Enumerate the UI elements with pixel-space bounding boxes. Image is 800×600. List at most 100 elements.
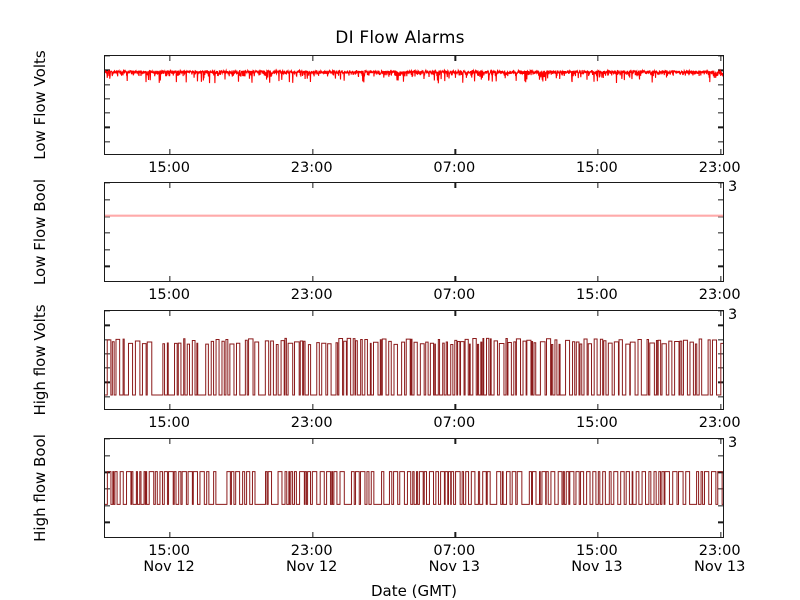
corner-annotation: 3 (728, 307, 738, 323)
y-tick-mark (105, 199, 110, 201)
x-axis-label: Date (GMT) (370, 582, 458, 600)
x-tick-mark (720, 311, 722, 316)
y-tick-mark (105, 396, 110, 398)
x-tick-mark (597, 404, 599, 409)
y-tick-mark (718, 199, 723, 201)
x-tick-time: 15:00 (148, 415, 190, 431)
x-tick-mark (169, 439, 171, 444)
x-tick-time: 23:00 (698, 415, 741, 431)
y-tick-mark (718, 505, 723, 507)
x-tick-label: 07:00 Nov 13 (429, 543, 480, 575)
y-tick-mark (105, 69, 110, 71)
x-tick-mark (169, 311, 171, 316)
x-tick-mark (454, 404, 456, 409)
x-tick-time: 15:00 (575, 543, 618, 559)
x-tick-mark (454, 311, 456, 316)
x-tick-mark (312, 183, 314, 188)
x-tick-time: 15:00 (148, 287, 190, 303)
x-tick-time: 15:00 (575, 415, 618, 431)
y-tick-mark (105, 455, 110, 457)
y-tick-mark (105, 324, 110, 326)
x-tick-time: 23:00 (290, 543, 333, 559)
y-tick-mark (718, 396, 723, 398)
y-tick-mark (718, 141, 723, 143)
x-tick-mark (720, 404, 722, 409)
x-tick-label: 23:00 (291, 160, 333, 176)
x-tick-mark (454, 149, 456, 154)
x-tick-time: 23:00 (698, 543, 741, 559)
x-tick-mark (312, 276, 314, 281)
x-tick-mark (597, 56, 599, 61)
y-tick-mark (105, 232, 110, 234)
x-tick-label: 15:00 Nov 13 (571, 543, 622, 575)
y-tick-mark (718, 112, 723, 114)
x-tick-mark (597, 532, 599, 537)
y-tick-mark (718, 83, 723, 86)
x-tick-label: 15:00 (148, 415, 190, 431)
y-axis-label-high-flow-bool: High flow Bool (31, 434, 49, 542)
x-tick-label: 23:00 (699, 160, 741, 176)
x-tick-mark (597, 276, 599, 281)
x-tick-label: 07:00 (433, 160, 475, 176)
x-tick-mark (597, 149, 599, 154)
y-tick-mark (718, 471, 723, 473)
x-tick-mark (169, 532, 171, 537)
x-tick-label: 23:00 (291, 287, 333, 303)
x-tick-date: Nov 13 (571, 559, 623, 576)
y-tick-mark (105, 249, 110, 251)
x-tick-label: 23:00 (699, 287, 741, 303)
x-tick-time: 07:00 (433, 415, 476, 431)
x-tick-label: 23:00 Nov 12 (286, 543, 337, 575)
x-tick-label: 23:00 Nov 13 (694, 543, 745, 575)
x-tick-date: Nov 13 (693, 559, 746, 576)
x-tick-time: 23:00 (290, 287, 333, 303)
x-tick-time: 15:00 (575, 287, 618, 303)
corner-annotation: 3 (728, 179, 738, 195)
y-tick-mark (105, 56, 110, 57)
y-tick-mark (718, 324, 723, 326)
x-tick-mark (312, 149, 314, 154)
x-tick-date: Nov 12 (143, 559, 195, 576)
x-tick-label: 15:00 (576, 287, 618, 303)
y-tick-mark (105, 83, 110, 86)
x-tick-mark (312, 404, 314, 409)
y-tick-mark (718, 126, 723, 129)
x-tick-label: 15:00 (148, 287, 190, 303)
y-tick-mark (718, 488, 723, 490)
x-tick-mark (312, 532, 314, 537)
y-tick-mark (105, 126, 110, 129)
x-tick-mark (454, 532, 456, 537)
y-tick-mark (105, 141, 110, 143)
x-tick-mark (169, 404, 171, 409)
x-tick-time: 15:00 (148, 160, 190, 176)
x-tick-mark (720, 439, 722, 444)
x-tick-label: 15:00 (576, 415, 618, 431)
x-tick-mark (720, 56, 722, 61)
x-tick-label: 23:00 (291, 415, 333, 431)
x-tick-time: 23:00 (290, 415, 333, 431)
x-tick-mark (312, 56, 314, 61)
x-tick-mark (169, 56, 171, 61)
y-tick-mark (105, 505, 110, 507)
x-tick-mark (454, 276, 456, 281)
subplot-low-flow-volts: -10123456 (104, 55, 724, 155)
x-tick-label: 23:00 (699, 415, 741, 431)
y-tick-mark (718, 232, 723, 234)
x-tick-time: 23:00 (698, 160, 741, 176)
x-tick-label: 15:00 Nov 12 (143, 543, 194, 575)
figure-title: DI Flow Alarms (335, 28, 465, 48)
x-tick-mark (454, 439, 456, 444)
y-tick-mark (105, 439, 110, 440)
subplot-high-flow-volts: -10123456 (104, 310, 724, 410)
y-tick-mark (718, 455, 723, 457)
x-tick-mark (169, 149, 171, 154)
x-tick-mark (454, 56, 456, 61)
y-tick-mark (105, 112, 110, 114)
subplot-low-flow-bool: -1.0-0.50.00.51.01.52.0 (104, 182, 724, 282)
x-tick-label: 15:00 (576, 160, 618, 176)
y-tick-mark (105, 311, 110, 312)
x-tick-date: Nov 12 (286, 559, 338, 576)
x-tick-mark (597, 311, 599, 316)
x-tick-mark (597, 439, 599, 444)
